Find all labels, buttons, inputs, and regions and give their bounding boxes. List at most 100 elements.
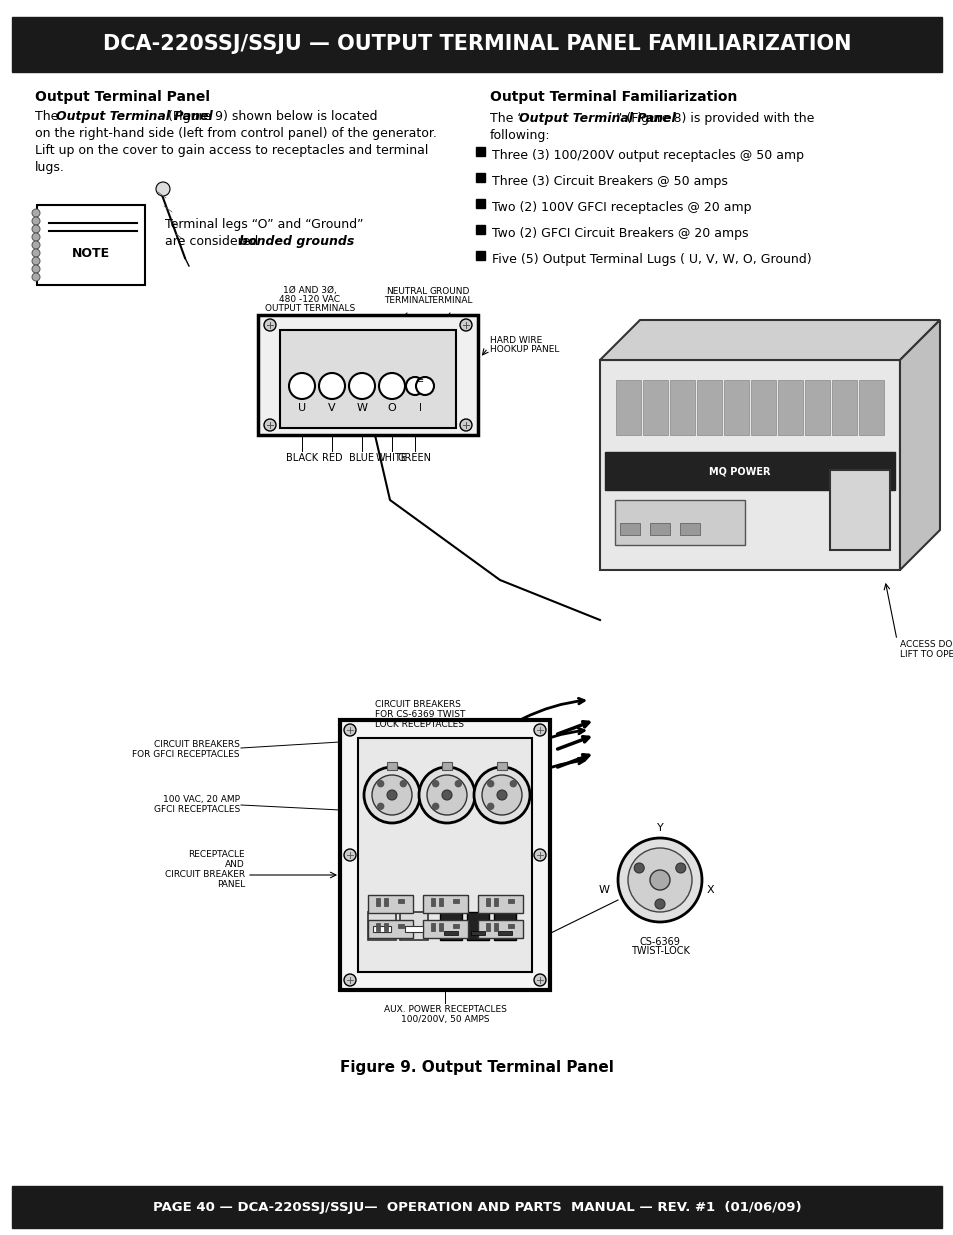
Circle shape	[32, 217, 40, 225]
Text: Figure 9. Output Terminal Panel: Figure 9. Output Terminal Panel	[339, 1060, 614, 1074]
Circle shape	[344, 848, 355, 861]
Text: U: U	[297, 403, 306, 412]
Text: (Figure 9) shown below is located: (Figure 9) shown below is located	[164, 110, 376, 124]
Bar	[438, 923, 442, 931]
Text: FOR CS-6369 TWIST: FOR CS-6369 TWIST	[375, 710, 465, 719]
Text: on the right-hand side (left from control panel) of the generator.: on the right-hand side (left from contro…	[35, 127, 436, 140]
Text: are considered: are considered	[165, 235, 262, 248]
Bar	[476, 251, 484, 261]
Bar	[485, 898, 490, 906]
Text: .: .	[314, 235, 317, 248]
Text: GROUND: GROUND	[430, 287, 470, 296]
Text: NOTE: NOTE	[71, 247, 110, 261]
Bar	[804, 380, 829, 435]
Bar	[831, 380, 856, 435]
Text: PAGE 40 — DCA-220SSJ/SSJU—  OPERATION AND PARTS  MANUAL — REV. #1  (01/06/09): PAGE 40 — DCA-220SSJ/SSJU— OPERATION AND…	[152, 1200, 801, 1214]
Bar	[477, 920, 522, 939]
Polygon shape	[599, 320, 939, 359]
Circle shape	[32, 273, 40, 282]
Bar	[669, 380, 695, 435]
Text: Two (2) 100V GFCI receptacles @ 20 amp: Two (2) 100V GFCI receptacles @ 20 amp	[492, 201, 751, 214]
Bar	[399, 911, 428, 940]
Bar	[357, 739, 532, 972]
Text: ACCESS DOOR: ACCESS DOOR	[899, 640, 953, 650]
Text: TERMINAL: TERMINAL	[384, 296, 429, 305]
Text: PANEL: PANEL	[216, 881, 245, 889]
Bar	[422, 920, 468, 939]
Bar	[384, 898, 388, 906]
Text: MQ POWER: MQ POWER	[708, 467, 770, 477]
Circle shape	[627, 848, 691, 911]
Circle shape	[534, 848, 545, 861]
Text: CIRCUIT BREAKERS: CIRCUIT BREAKERS	[375, 700, 460, 709]
Text: I: I	[418, 403, 421, 412]
Circle shape	[649, 869, 669, 890]
Circle shape	[618, 839, 701, 923]
Bar	[368, 920, 413, 939]
Text: RECEPTACLE: RECEPTACLE	[188, 850, 245, 860]
Text: FOR GFCI RECEPTACLES: FOR GFCI RECEPTACLES	[132, 750, 240, 760]
Bar	[37, 205, 145, 285]
Text: X: X	[706, 885, 714, 895]
Circle shape	[156, 182, 170, 196]
Bar	[368, 895, 413, 913]
Circle shape	[32, 249, 40, 257]
Circle shape	[433, 803, 438, 809]
Text: The “: The “	[490, 112, 523, 125]
Bar	[476, 199, 484, 207]
Text: 1Ø AND 3Ø,: 1Ø AND 3Ø,	[283, 287, 336, 295]
Circle shape	[400, 781, 406, 787]
Bar	[507, 899, 514, 903]
Circle shape	[675, 863, 685, 873]
Bar	[431, 898, 435, 906]
Text: Output Terminal Panel: Output Terminal Panel	[35, 90, 210, 104]
Circle shape	[655, 899, 664, 909]
Bar	[477, 895, 522, 913]
Circle shape	[264, 419, 275, 431]
Text: AUX. POWER RECEPTACLES: AUX. POWER RECEPTACLES	[383, 1005, 506, 1014]
Text: RED: RED	[321, 453, 342, 463]
Bar	[494, 923, 497, 931]
Bar	[12, 1186, 941, 1228]
Text: Terminal legs “O” and “Ground”: Terminal legs “O” and “Ground”	[165, 219, 363, 231]
Circle shape	[32, 241, 40, 249]
Bar	[453, 899, 458, 903]
Bar	[599, 359, 899, 571]
Circle shape	[372, 776, 412, 815]
Circle shape	[487, 803, 493, 809]
Bar	[257, 315, 477, 435]
Bar	[373, 926, 391, 932]
Bar	[441, 762, 452, 769]
Circle shape	[487, 781, 493, 787]
Circle shape	[364, 767, 419, 823]
Bar	[453, 924, 458, 927]
Text: bonded grounds: bonded grounds	[239, 235, 354, 248]
Text: HARD WIRE: HARD WIRE	[490, 336, 541, 345]
Text: The: The	[35, 110, 62, 124]
Circle shape	[32, 266, 40, 273]
Bar	[750, 380, 775, 435]
Text: TERMINAL: TERMINAL	[427, 296, 473, 305]
Circle shape	[418, 767, 475, 823]
Bar	[723, 380, 748, 435]
Circle shape	[497, 790, 506, 800]
Text: Output Terminal Panel: Output Terminal Panel	[55, 110, 213, 124]
Circle shape	[344, 974, 355, 986]
Circle shape	[378, 373, 405, 399]
Text: W: W	[356, 403, 367, 412]
Circle shape	[459, 419, 472, 431]
Circle shape	[387, 790, 396, 800]
Circle shape	[433, 781, 438, 787]
Bar	[397, 899, 403, 903]
Text: lugs.: lugs.	[35, 161, 65, 174]
Text: 100/200V, 50 AMPS: 100/200V, 50 AMPS	[400, 1015, 489, 1024]
Bar	[431, 923, 435, 931]
Text: =: =	[416, 375, 424, 387]
Circle shape	[459, 319, 472, 331]
Bar	[642, 380, 667, 435]
Circle shape	[534, 724, 545, 736]
Bar	[375, 898, 379, 906]
Bar	[384, 923, 388, 931]
Circle shape	[534, 974, 545, 986]
Circle shape	[32, 257, 40, 266]
